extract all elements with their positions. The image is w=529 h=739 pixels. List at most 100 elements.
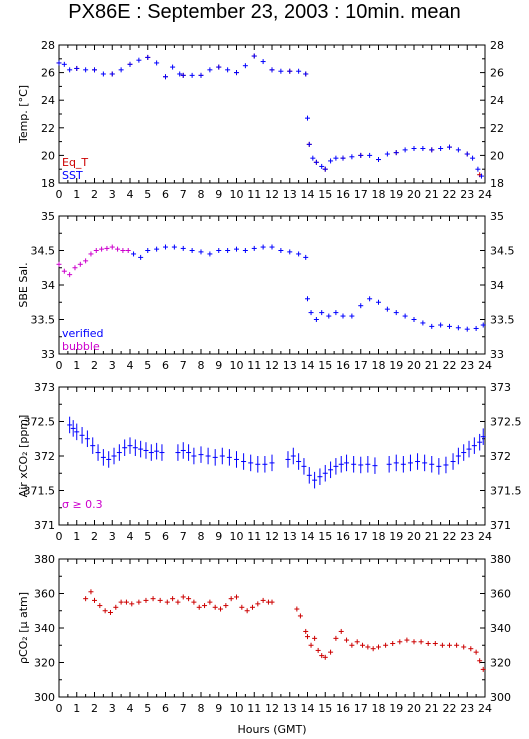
x-tick-label: 14 [301,530,315,543]
data-point [228,596,234,602]
data-point [216,248,222,253]
data-point [67,67,73,73]
x-tick-label: 6 [162,530,169,543]
y-tick-label: 373 [34,381,55,394]
data-point [328,158,334,164]
data-point [136,57,142,63]
data-point [287,249,293,255]
data-point [393,454,399,472]
x-tick-label: 7 [180,359,187,372]
data-point [207,599,213,605]
annotation-label: σ ≥ 0.3 [62,498,103,511]
x-tick-label: 14 [301,702,315,715]
y-tick-label-right: 372 [490,450,511,463]
data-point [328,461,334,479]
data-point [319,163,325,169]
legend-entry: verified [62,327,104,340]
data-point [163,74,168,80]
y-tick-label: 360 [34,588,55,601]
data-point [79,427,85,444]
data-point [74,65,80,71]
data-point [372,457,378,474]
x-tick-label: 13 [283,702,297,715]
data-point [67,416,73,434]
data-point [207,67,213,73]
data-point [455,147,461,153]
data-point [102,608,108,614]
x-tick-label: 3 [109,530,116,543]
data-point [148,444,154,461]
y-tick-label-right: 34 [490,279,504,292]
data-point [478,173,484,179]
x-tick-label: 1 [73,188,80,201]
y-tick-label: 34.5 [31,245,56,258]
data-point [290,447,296,465]
chart-panel-2: 0 1 2 3 4 5 6 7 8 9 10 11 12 13 14 15 16 17 18 19 20 21 22 23 24… [17,210,515,372]
data-point [411,317,417,322]
data-point [219,447,225,465]
x-tick-label: 19 [389,359,403,372]
y-tick-label: 22 [41,122,55,135]
series-verified [131,244,486,332]
x-tick-label: 1 [73,702,80,715]
y-axis-label: ρCO₂ [μ atm] [17,592,30,664]
data-point [305,296,310,302]
y-tick-label-right: 24 [490,94,504,107]
data-point [473,649,479,655]
data-point [180,442,186,459]
data-point [99,246,105,252]
x-tick-label: 0 [56,359,63,372]
data-point [262,456,268,473]
data-point [386,456,392,473]
data-point [480,322,486,328]
data-point [138,440,144,458]
data-point [67,272,73,278]
y-tick-label: 24 [41,94,55,107]
data-point [216,64,222,70]
data-point [242,63,248,69]
data-point [111,447,117,465]
y-tick-label-right: 20 [490,149,504,162]
data-point [255,601,261,607]
data-point [422,454,428,472]
x-tick-label: 22 [443,188,457,201]
data-point [306,141,312,147]
data-point [88,589,94,595]
data-point [365,456,371,473]
legend-entry: SST [62,169,83,182]
data-point [365,644,371,650]
data-point [404,637,410,643]
data-point [72,265,78,271]
y-tick-label-right: 33.5 [490,314,515,327]
data-point [471,437,477,454]
data-point [171,244,177,250]
y-tick-label: 371 [34,519,55,532]
data-point [470,155,476,161]
y-tick-label-right: 371.5 [490,485,522,498]
y-tick-label: 372.5 [24,416,56,429]
x-tick-label: 7 [180,188,187,201]
data-point [218,606,224,612]
y-tick-label: 34 [41,279,55,292]
data-point [473,325,479,331]
data-point [95,444,101,461]
data-point [438,146,444,151]
data-point [83,67,89,73]
data-point [61,61,67,67]
data-point [461,644,467,650]
data-point [322,166,328,172]
data-point [358,456,364,474]
data-point [175,599,181,605]
data-point [61,268,67,274]
data-point [100,71,106,77]
x-tick-label: 18 [372,530,386,543]
data-point [251,245,257,251]
plot-frame [58,558,486,698]
data-point [384,306,390,312]
data-point [164,599,170,605]
data-point [464,151,470,157]
x-tick-label: 19 [389,188,403,201]
x-tick-label: 11 [247,702,261,715]
data-point [390,641,396,647]
data-point [143,442,149,459]
